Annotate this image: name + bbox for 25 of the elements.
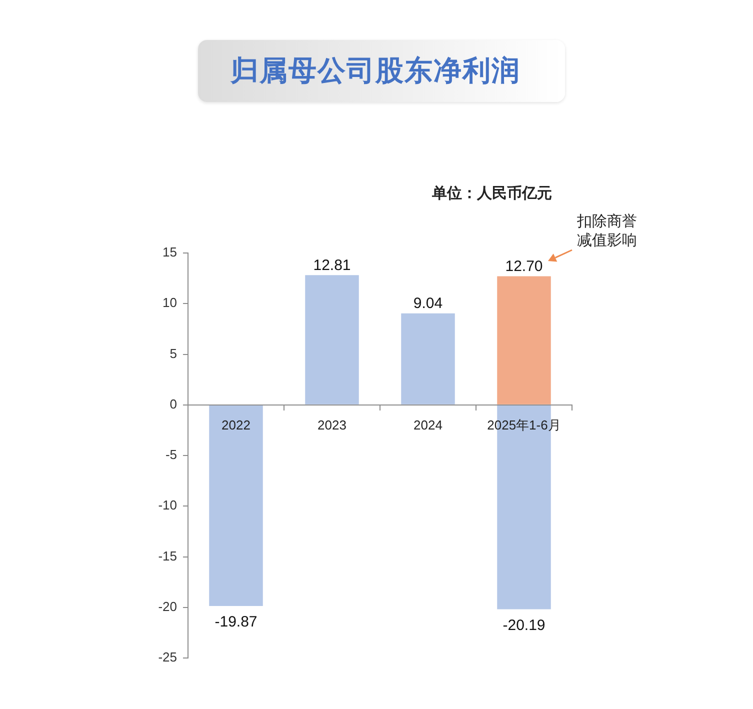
bar bbox=[497, 276, 551, 404]
y-tick-label: -10 bbox=[158, 498, 177, 513]
chart-title: 归属母公司股东净利润 bbox=[230, 54, 520, 88]
bar bbox=[305, 275, 359, 404]
x-tick-label: 2024 bbox=[414, 417, 442, 432]
text: 单位：人民币亿元 bbox=[432, 184, 552, 203]
data-label: 12.70 bbox=[505, 258, 543, 275]
y-tick-label: 15 bbox=[162, 244, 177, 260]
y-tick-label: 10 bbox=[162, 295, 177, 310]
y-tick-label: -20 bbox=[158, 598, 177, 614]
x-tick-label: 2022 bbox=[222, 417, 250, 432]
data-label: -19.87 bbox=[214, 614, 258, 631]
y-tick-label: -15 bbox=[158, 548, 177, 564]
y-tick-label: -25 bbox=[158, 650, 177, 665]
data-label: 12.81 bbox=[313, 256, 351, 274]
y-tick-label: 0 bbox=[170, 396, 177, 412]
y-tick-label: 5 bbox=[170, 346, 177, 361]
data-label: 9.04 bbox=[413, 294, 443, 312]
y-tick-label: -5 bbox=[165, 447, 177, 462]
data-label: -20.19 bbox=[502, 616, 546, 634]
x-tick-label: 2025年1-6月 bbox=[487, 417, 561, 432]
text: 扣除商誉减值影响 bbox=[576, 212, 638, 250]
bar bbox=[401, 313, 455, 404]
x-tick-label: 2023 bbox=[318, 417, 346, 432]
bar bbox=[209, 405, 263, 606]
